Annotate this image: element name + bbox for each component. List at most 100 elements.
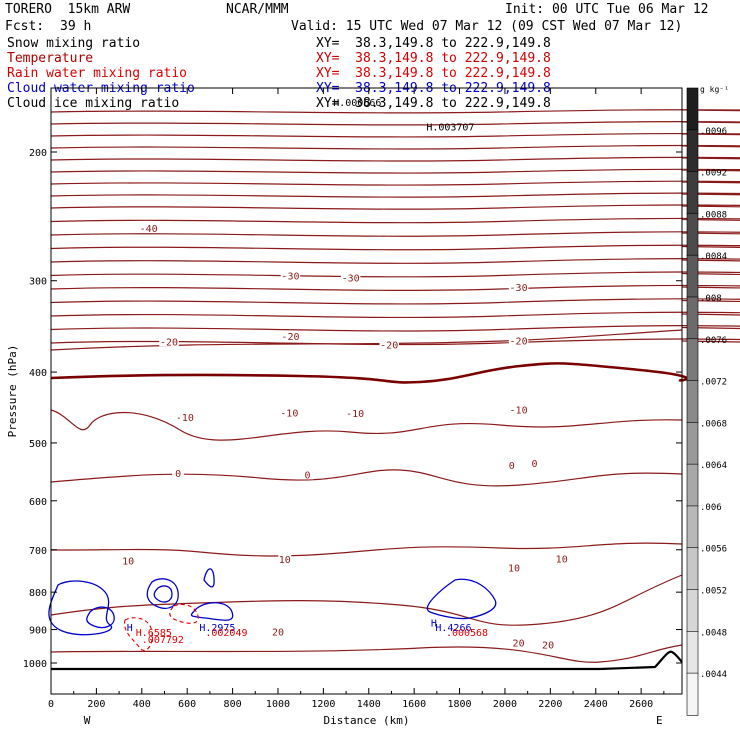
x-tick-label: 2600 [629, 699, 653, 710]
isotherm-label: 10 [556, 554, 568, 565]
x-tick-label: 400 [133, 699, 151, 710]
model-title: TORERO 15km ARW [5, 2, 131, 17]
extremum-value: .4266 [441, 623, 471, 634]
forecast-label: Fcst: [5, 19, 45, 34]
extremum-marker: H [431, 618, 437, 629]
isotherm-line [50, 168, 740, 174]
isotherm-label: 20 [513, 639, 525, 650]
isotherm-line [50, 180, 740, 186]
isotherm-label-bg [138, 222, 159, 233]
isotherm-label-bg [279, 407, 300, 418]
rain-water-contour [169, 603, 199, 624]
isotherm-label: -20 [510, 336, 528, 347]
cloud-water-contour [153, 585, 173, 603]
colorbar-swatch [686, 505, 699, 549]
freezing-level-line [50, 362, 688, 384]
isotherm-label: -30 [510, 283, 528, 294]
x-axis-label: Distance (km) [323, 714, 409, 727]
isotherm-label: -10 [280, 408, 298, 419]
isotherm-label: 20 [542, 641, 554, 652]
x-end-label-right: E [656, 714, 663, 727]
extremum-marker: H [435, 623, 441, 634]
colorbar-swatch [686, 338, 699, 382]
isotherm-label-bg [555, 553, 569, 564]
colorbar-tick-label: .0052 [700, 587, 727, 597]
extremum-value: .2975 [205, 623, 235, 634]
x-tick-label: 200 [87, 699, 105, 710]
isotherm-line [50, 469, 683, 487]
colorbar-swatch [686, 380, 699, 424]
colorbar-swatch [686, 87, 699, 131]
isotherm-line [50, 192, 740, 198]
isotherm-label: -10 [510, 405, 528, 416]
isotherm-label: 10 [122, 556, 134, 567]
colorbar-tick-label: .0064 [700, 461, 727, 471]
extremum-value: .007792 [142, 635, 184, 646]
isotherm-label-bg [512, 637, 526, 648]
isotherm-label-bg [507, 562, 521, 573]
forecast-hour: 39 h [60, 19, 92, 34]
isotherm-line [50, 644, 683, 663]
isotherm-label-bg [278, 554, 292, 565]
isotherm-label-bg [159, 336, 179, 347]
x-tick-label: 1800 [448, 699, 472, 710]
isotherm-label-bg [508, 335, 529, 346]
isotherm-label: -10 [176, 413, 194, 424]
extremum-value: .000568 [446, 628, 488, 639]
extremum-marker: H [199, 623, 205, 634]
isotherm-label: 20 [272, 628, 284, 639]
colorbar-swatch [686, 129, 699, 173]
colorbar-tick-label: .0092 [700, 169, 727, 179]
isotherm-line [50, 121, 740, 126]
colorbar-tick-label: .0076 [700, 336, 727, 346]
colorbar-swatch [686, 422, 699, 465]
isotherm-label: -10 [346, 409, 364, 420]
isotherm-line [50, 284, 740, 291]
colorbar-tick-label: .0056 [700, 545, 727, 555]
colorbar-swatch [686, 463, 699, 507]
cloud-water-contour [190, 602, 234, 621]
isotherm-label: 10 [279, 555, 291, 566]
colorbar-swatch [686, 547, 699, 591]
y-tick-label: 400 [29, 368, 47, 379]
legend-cloud-water: Cloud water mixing ratio [7, 81, 195, 96]
x-tick-label: 600 [178, 699, 196, 710]
colorbar-swatch [686, 589, 699, 633]
plot-frame [50, 87, 683, 695]
isotherm-label: -30 [281, 271, 299, 282]
init-time: Init: 00 UTC Tue 06 Mar 12 [505, 2, 709, 17]
isotherm-label-bg [175, 412, 195, 423]
isotherm-line [50, 156, 740, 162]
isotherm-label-bg [280, 330, 301, 341]
extremum-marker: H [127, 623, 133, 634]
isotherm-label-bg [508, 404, 529, 415]
legend-snow: Snow mixing ratio [7, 36, 141, 51]
isotherm-label: 0 [175, 469, 181, 480]
isotherm-label: -30 [342, 274, 360, 285]
isotherm-label: -20 [281, 332, 299, 343]
x-tick-label: 2400 [584, 699, 608, 710]
colorbar-tick-label: .0096 [700, 127, 727, 137]
y-tick-label: 200 [29, 148, 47, 159]
colorbar-tick-label: .006 [700, 503, 722, 513]
isotherm-label: 10 [508, 563, 520, 574]
isotherm-line [50, 271, 740, 278]
extremum-marker: H [333, 98, 339, 109]
colorbar-unit: g kg⁻¹ [700, 85, 729, 94]
colorbar-swatch [686, 296, 699, 340]
isotherm-line [50, 204, 740, 210]
isotherm-label-bg [271, 626, 285, 637]
xy-snow: XY= 38.3,149.8 to 222.9,149.8 [316, 36, 551, 51]
isotherm-line [50, 542, 683, 557]
colorbar-tick-label: .008 [700, 294, 722, 304]
colorbar-tick-label: .0088 [700, 210, 727, 220]
colorbar-tick-label: .0084 [700, 252, 727, 262]
x-tick-label: 1000 [266, 699, 290, 710]
isotherm-label: 0 [509, 461, 515, 472]
isotherm-label-bg [505, 459, 518, 470]
y-tick-label: 900 [29, 626, 47, 637]
isotherm-label: 0 [304, 470, 310, 481]
extremum-value: .000666 [339, 98, 381, 109]
extremum-marker: H [426, 123, 432, 134]
